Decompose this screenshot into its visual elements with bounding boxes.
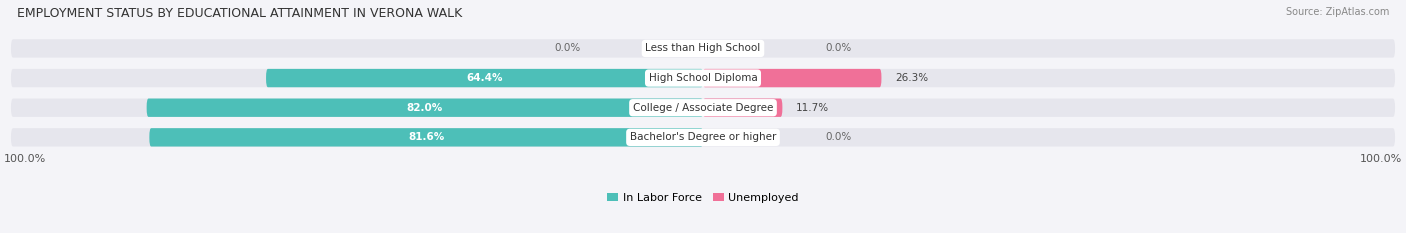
Text: Less than High School: Less than High School [645, 43, 761, 53]
Text: 100.0%: 100.0% [4, 154, 46, 164]
FancyBboxPatch shape [703, 69, 882, 87]
Text: Bachelor's Degree or higher: Bachelor's Degree or higher [630, 132, 776, 142]
Text: 64.4%: 64.4% [467, 73, 503, 83]
FancyBboxPatch shape [11, 69, 1395, 87]
Text: 100.0%: 100.0% [1360, 154, 1402, 164]
FancyBboxPatch shape [149, 128, 703, 147]
FancyBboxPatch shape [11, 128, 1395, 147]
Text: 0.0%: 0.0% [825, 43, 852, 53]
Text: 82.0%: 82.0% [406, 103, 443, 113]
FancyBboxPatch shape [11, 39, 1395, 58]
Text: Source: ZipAtlas.com: Source: ZipAtlas.com [1285, 7, 1389, 17]
FancyBboxPatch shape [703, 99, 782, 117]
Text: 11.7%: 11.7% [796, 103, 830, 113]
Text: 26.3%: 26.3% [896, 73, 928, 83]
Text: High School Diploma: High School Diploma [648, 73, 758, 83]
Text: 81.6%: 81.6% [408, 132, 444, 142]
Legend: In Labor Force, Unemployed: In Labor Force, Unemployed [607, 193, 799, 203]
FancyBboxPatch shape [266, 69, 703, 87]
FancyBboxPatch shape [11, 99, 1395, 117]
Text: 0.0%: 0.0% [825, 132, 852, 142]
Text: 0.0%: 0.0% [554, 43, 581, 53]
Text: EMPLOYMENT STATUS BY EDUCATIONAL ATTAINMENT IN VERONA WALK: EMPLOYMENT STATUS BY EDUCATIONAL ATTAINM… [17, 7, 463, 20]
FancyBboxPatch shape [146, 99, 703, 117]
Text: College / Associate Degree: College / Associate Degree [633, 103, 773, 113]
